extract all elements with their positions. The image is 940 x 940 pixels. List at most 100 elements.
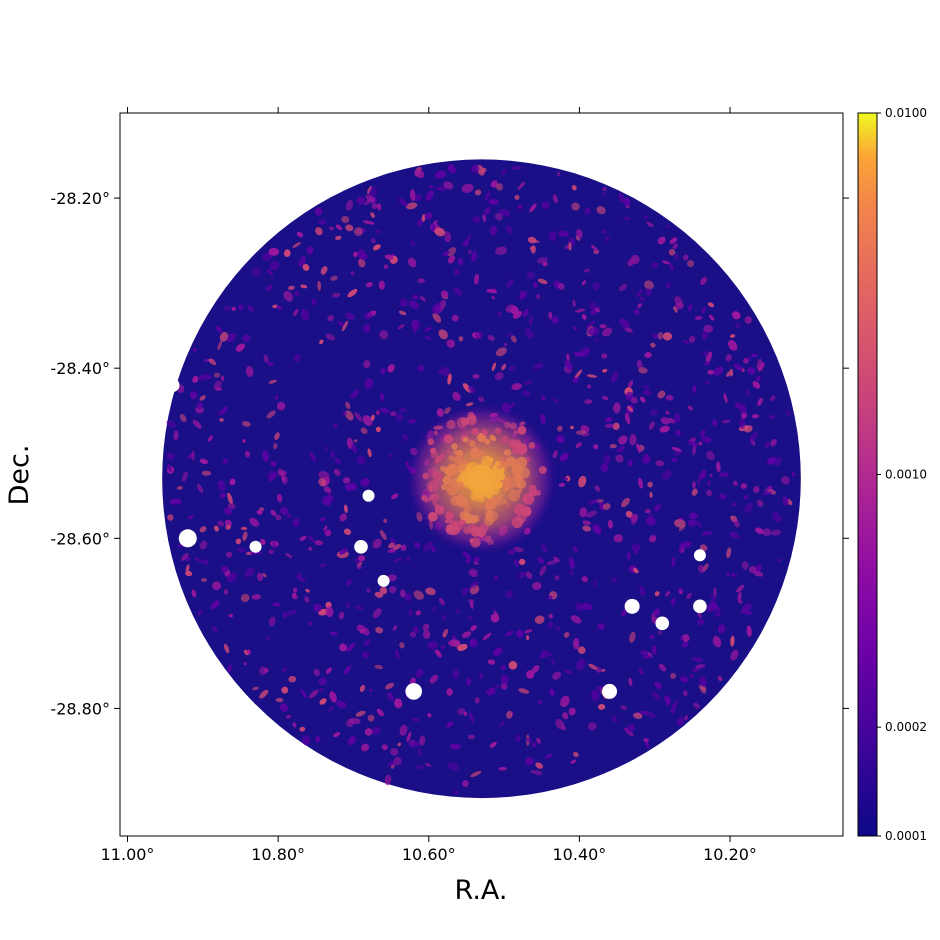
noise-blob	[537, 557, 544, 564]
noise-blob	[179, 413, 187, 423]
noise-blob	[432, 302, 442, 314]
noise-blob	[311, 298, 317, 306]
source-clump	[484, 515, 494, 526]
source-clump	[484, 503, 492, 511]
noise-blob	[299, 535, 307, 541]
noise-blob	[317, 219, 327, 225]
noise-blob	[585, 320, 596, 329]
noise-blob	[729, 368, 734, 377]
source-clump	[430, 447, 437, 454]
noise-blob	[462, 590, 467, 596]
noise-blob	[375, 410, 380, 416]
noise-blob	[383, 264, 389, 270]
source-clump	[453, 455, 462, 464]
noise-blob	[390, 493, 399, 500]
noise-blob	[602, 327, 613, 337]
masked-source	[234, 719, 247, 732]
noise-blob	[615, 454, 624, 463]
noise-blob	[703, 362, 711, 366]
noise-blob	[300, 284, 308, 289]
noise-blob	[362, 415, 373, 426]
noise-blob	[244, 450, 251, 458]
noise-blob	[675, 429, 682, 436]
noise-blob	[537, 699, 543, 705]
noise-blob	[633, 550, 639, 554]
noise-blob	[751, 414, 760, 419]
noise-blob	[517, 204, 523, 210]
noise-blob	[368, 186, 378, 197]
noise-blob	[325, 333, 336, 341]
noise-blob	[674, 302, 684, 310]
noise-blob	[541, 395, 546, 401]
noise-blob	[681, 641, 689, 648]
noise-blob	[616, 445, 626, 453]
noise-blob	[726, 547, 732, 559]
noise-blob	[618, 435, 628, 445]
noise-blob	[477, 396, 485, 402]
noise-blob	[602, 503, 611, 510]
noise-blob	[237, 304, 244, 311]
noise-blob	[342, 411, 347, 416]
noise-blob	[519, 558, 526, 566]
noise-blob	[712, 419, 718, 427]
noise-blob	[286, 715, 291, 719]
noise-blob	[327, 706, 335, 712]
noise-blob	[536, 293, 540, 300]
noise-blob	[262, 252, 273, 262]
noise-blob	[674, 699, 679, 706]
noise-blob	[657, 331, 664, 340]
source-clump	[504, 449, 512, 456]
noise-blob	[409, 189, 416, 202]
noise-blob	[782, 496, 789, 506]
source-clump	[495, 479, 501, 486]
source-clump	[517, 425, 527, 435]
noise-blob	[753, 571, 764, 577]
noise-blob	[716, 461, 721, 473]
noise-blob	[223, 643, 230, 654]
noise-blob	[649, 634, 655, 640]
noise-blob	[710, 594, 717, 602]
noise-blob	[217, 480, 226, 492]
noise-blob	[575, 369, 583, 378]
source-clump	[502, 500, 507, 504]
noise-blob	[741, 561, 749, 570]
masked-source	[362, 489, 375, 502]
noise-blob	[602, 368, 608, 373]
noise-blob	[365, 282, 373, 288]
noise-blob	[688, 335, 696, 343]
noise-blob	[581, 280, 586, 286]
noise-blob	[345, 579, 352, 586]
noise-blob	[356, 196, 366, 205]
noise-blob	[487, 691, 496, 696]
noise-blob	[378, 280, 385, 290]
noise-blob	[668, 262, 674, 272]
source-clump	[460, 417, 469, 426]
noise-blob	[364, 728, 373, 736]
noise-blob	[227, 492, 233, 505]
noise-blob	[350, 389, 360, 399]
noise-blob	[637, 303, 642, 309]
noise-blob	[356, 564, 362, 570]
noise-blob	[568, 242, 572, 251]
noise-blob	[304, 596, 310, 603]
noise-blob	[288, 675, 297, 683]
noise-blob	[739, 418, 746, 429]
noise-blob	[692, 445, 696, 456]
source-clump	[454, 495, 460, 501]
noise-blob	[473, 273, 480, 285]
noise-blob	[424, 335, 432, 341]
noise-blob	[524, 380, 533, 386]
noise-blob	[379, 407, 390, 414]
noise-blob	[563, 476, 568, 481]
noise-blob	[557, 425, 563, 432]
noise-blob	[501, 363, 507, 371]
noise-blob	[192, 375, 199, 383]
noise-blob	[379, 367, 387, 375]
noise-blob	[542, 261, 548, 267]
noise-blob	[320, 563, 326, 568]
noise-blob	[419, 735, 426, 746]
noise-blob	[379, 530, 387, 540]
noise-blob	[742, 357, 749, 364]
noise-blob	[438, 329, 448, 340]
noise-blob	[725, 354, 732, 362]
